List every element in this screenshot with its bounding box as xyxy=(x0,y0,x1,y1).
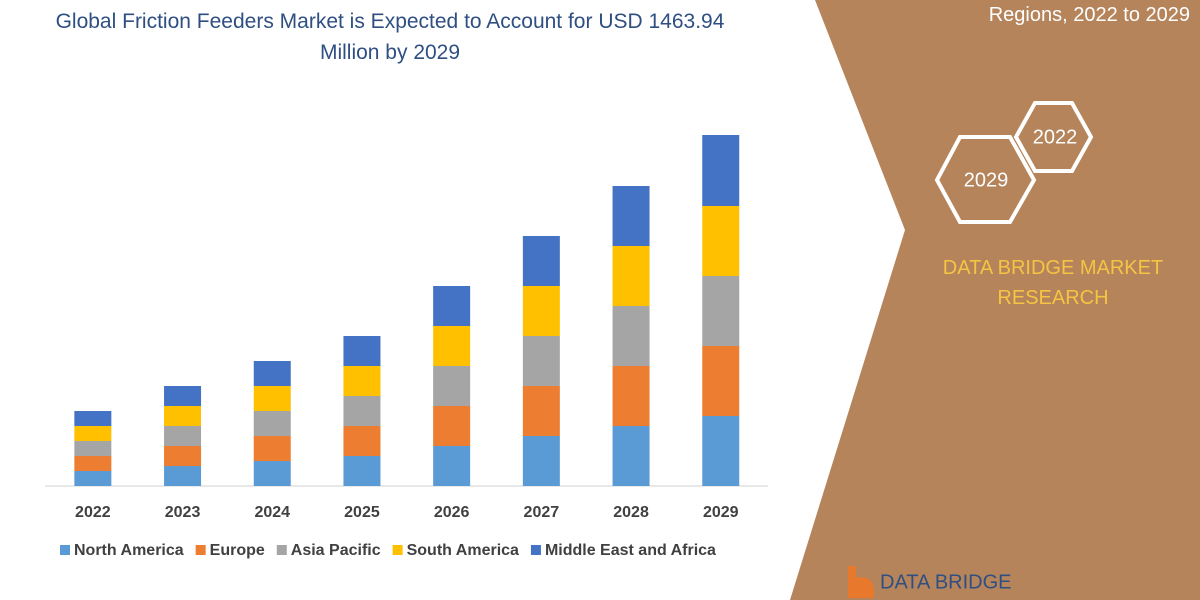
bar-segment xyxy=(522,386,560,436)
bar-segment xyxy=(253,386,291,411)
legend-label: North America xyxy=(74,542,184,559)
subtitle: Regions, 2022 to 2029 xyxy=(988,4,1190,26)
bar-segment xyxy=(74,411,112,426)
bar-segment xyxy=(74,456,112,471)
bar-segment xyxy=(522,236,560,286)
x-tick-label: 2023 xyxy=(165,504,201,521)
legend-swatch xyxy=(195,545,206,555)
legend-label: Europe xyxy=(210,542,265,559)
brand: DATA BRIDGE MARKET RESEARCH xyxy=(942,257,1164,309)
bar-segment xyxy=(612,426,650,486)
chart-title: Global Friction Feeders Market is Expect… xyxy=(55,10,725,64)
x-tick-label: 2025 xyxy=(344,504,380,521)
logo-icon xyxy=(848,566,874,598)
legend-swatch xyxy=(392,545,403,555)
bar-segment xyxy=(343,336,381,366)
bar-segment xyxy=(164,426,202,446)
x-tick-label: 2029 xyxy=(703,504,739,521)
bar-segment xyxy=(343,366,381,396)
bar-segment xyxy=(433,366,471,406)
bar-segment xyxy=(343,396,381,426)
bar-segment xyxy=(164,386,202,406)
bar-segment xyxy=(164,466,202,486)
bar-segment xyxy=(253,461,291,486)
bar-segment xyxy=(522,336,560,386)
bar-segment xyxy=(702,135,740,206)
hexagon xyxy=(934,135,1037,224)
legend-swatch xyxy=(60,545,70,555)
hexagon xyxy=(1013,101,1094,173)
side-panel xyxy=(790,0,1200,600)
bar-segment xyxy=(164,406,202,426)
bar-segment xyxy=(343,456,381,486)
bar-segment xyxy=(74,426,112,441)
bar-segment xyxy=(612,246,650,306)
bar-segment xyxy=(702,346,740,416)
bar-segment xyxy=(612,186,650,246)
bar-segment xyxy=(253,436,291,461)
bar-segment xyxy=(702,206,740,276)
bar-segment xyxy=(612,306,650,366)
logo-text: DATA BRIDGE xyxy=(880,571,1012,593)
bar-segment xyxy=(343,426,381,456)
bar-segment xyxy=(612,366,650,426)
hexagon-label: 2029 xyxy=(964,169,1009,191)
hexagon-label: 2022 xyxy=(1033,126,1078,148)
bar-segment xyxy=(433,286,471,326)
bar-segment xyxy=(433,326,471,366)
bar-segment xyxy=(433,446,471,486)
legend-swatch xyxy=(530,545,541,555)
bar-segment xyxy=(702,416,740,486)
bar-segment xyxy=(702,276,740,346)
bar-segment xyxy=(522,436,560,486)
bar-segment xyxy=(74,471,112,486)
bar-segment xyxy=(253,361,291,386)
x-tick-label: 2024 xyxy=(254,504,290,521)
legend-swatch xyxy=(276,545,287,555)
x-tick-label: 2022 xyxy=(75,504,111,521)
x-tick-label: 2026 xyxy=(434,504,470,521)
x-tick-label: 2028 xyxy=(613,504,649,521)
bar-segment xyxy=(433,406,471,446)
legend-label: Middle East and Africa xyxy=(545,542,716,559)
x-tick-label: 2027 xyxy=(524,504,560,521)
bar-segment xyxy=(164,446,202,466)
bar-segment xyxy=(522,286,560,336)
bar-segment xyxy=(74,441,112,456)
bar-segment xyxy=(253,411,291,436)
legend-label: South America xyxy=(407,542,519,559)
legend-label: Asia Pacific xyxy=(291,542,381,559)
